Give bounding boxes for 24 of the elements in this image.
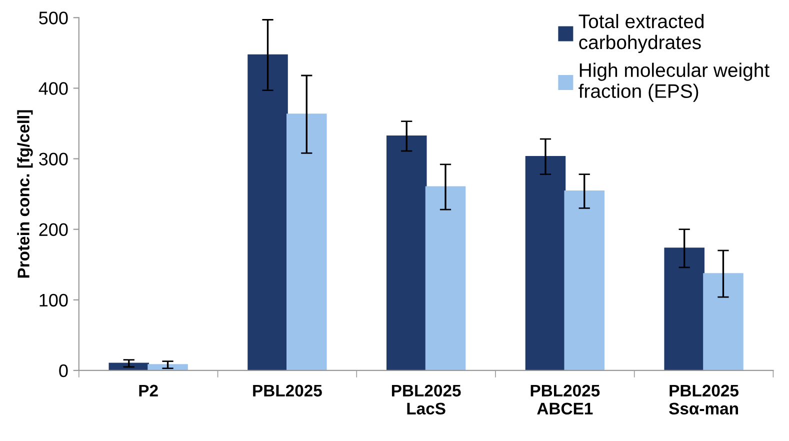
- bar: [525, 156, 566, 370]
- x-tick-label: PBL2025 Ssα-man: [669, 384, 739, 415]
- bar: [664, 248, 704, 370]
- bar: [386, 135, 427, 370]
- bar: [148, 364, 188, 370]
- bar: [108, 362, 150, 370]
- legend-label: High molecular weight fraction (EPS): [578, 62, 770, 102]
- x-tick-label: P2: [139, 384, 158, 396]
- bar: [564, 190, 604, 370]
- x-tick-label: PBL2025 ABCE1: [530, 384, 600, 415]
- y-tick-label: 100: [40, 294, 68, 307]
- y-tick-label: 200: [39, 223, 68, 236]
- y-tick-label: 500: [39, 12, 68, 24]
- bar: [248, 54, 288, 370]
- x-tick-label: PBL2025 LacS: [392, 384, 461, 415]
- y-tick-label: 0: [59, 364, 68, 378]
- legend-label: Total extracted carbohydrates: [578, 14, 704, 54]
- bar: [425, 186, 466, 370]
- y-tick-label: 300: [39, 152, 68, 166]
- bar: [703, 273, 744, 370]
- y-tick-label: 400: [38, 82, 68, 95]
- y-axis-title: Protein conc. [fg/cell]: [17, 110, 33, 278]
- bar: [286, 114, 327, 370]
- x-tick-label: PBL2025: [253, 384, 322, 397]
